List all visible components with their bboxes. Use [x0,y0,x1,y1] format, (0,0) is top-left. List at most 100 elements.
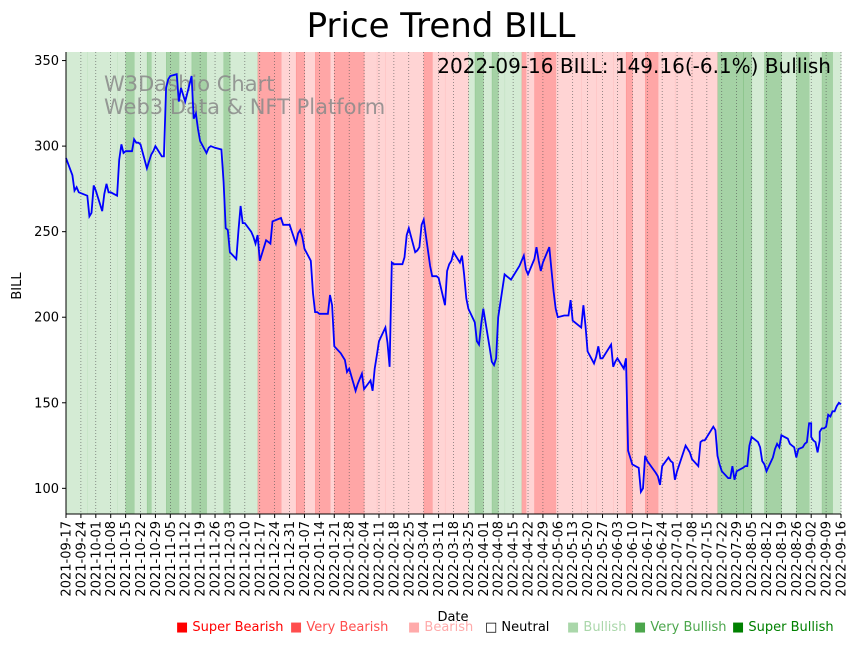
regime-band [304,52,316,514]
regime-band [281,52,297,514]
x-tick-label: 2022-08-26 [790,521,805,597]
regime-band [764,52,782,514]
regime-band [674,52,693,514]
regime-band [832,52,842,514]
legend-item: ■ Bearish [408,620,473,635]
regime-band [691,52,719,514]
regime-band [581,52,597,514]
legend-swatch-icon: ■ [634,620,651,635]
regime-band [191,52,208,514]
series-line-bill [65,73,842,495]
regime-band [125,52,135,514]
regime-band [821,52,833,514]
x-tick-label: 2022-05-27 [596,521,611,597]
regime-band [781,52,797,514]
x-axis-label: Date [437,610,468,625]
x-tick-label: 2022-06-10 [626,521,641,597]
x-tick-label: 2022-09-02 [805,521,820,597]
regime-bands [66,52,842,514]
legend-label: Bearish [424,620,474,635]
regime-band [295,52,305,514]
x-tick-label: 2022-01-28 [343,521,358,597]
y-axis-ticks: 100 150 200 250 300 350 [34,54,66,497]
regime-band [330,52,335,514]
x-tick-label: 2022-06-17 [641,521,656,597]
x-tick-label: 2022-04-22 [522,521,537,597]
x-axis-ticks: 2021-09-17 2021-09-24 2021-10-01 2021-10-08… [60,514,850,597]
legend-item: ■ Super Bullish [732,620,834,635]
x-tick-label: 2022-02-04 [358,521,373,597]
regime-band [376,52,386,514]
regime-band [625,52,633,514]
y-tick-label: 250 [34,225,59,240]
x-tick-label: 2021-10-15 [119,521,134,597]
x-tick-label: 2021-12-10 [238,521,253,597]
x-tick-label: 2021-10-08 [104,521,119,597]
x-tick-label: 2022-02-18 [387,521,402,597]
legend-label: Very Bullish [650,620,727,635]
regime-band [717,52,744,514]
x-tick-label: 2022-05-20 [581,521,596,597]
x-tick-label: 2022-01-21 [328,521,343,597]
x-tick-label: 2022-09-09 [820,521,835,597]
legend-swatch-icon: ■ [176,620,193,635]
regime-band [534,52,557,514]
regime-legend: ■ Super Bearish ■ Very Bearish ■ Bearish □ … [176,620,846,640]
x-tick-label: 2022-02-11 [373,521,388,597]
regime-band [257,52,282,514]
y-tick-label: 200 [34,311,59,326]
y-tick-label: 300 [34,140,59,155]
regime-band [743,52,753,514]
regime-band [423,52,433,514]
x-tick-label: 2021-10-29 [149,521,164,597]
regime-band [66,52,88,514]
x-tick-label: 2022-04-01 [477,521,492,597]
legend-swatch-icon: □ [485,620,502,635]
regime-band [525,52,535,514]
regime-band [315,52,331,514]
x-tick-label: 2022-05-13 [566,521,581,597]
regime-band [809,52,823,514]
y-tick-label: 350 [34,54,59,69]
legend-swatch-icon: ■ [732,620,749,635]
x-tick-label: 2021-10-01 [89,521,104,597]
regime-band [483,52,493,514]
x-tick-label: 2022-03-04 [417,521,432,597]
legend-swatch-icon: ■ [408,620,425,635]
legend-label: Neutral [501,620,550,635]
regime-band [117,52,127,514]
x-tick-label: 2022-09-16 [835,521,850,597]
regime-band [87,52,118,514]
y-tick-label: 100 [34,482,59,497]
regime-band [751,52,765,514]
x-tick-label: 2021-12-17 [253,521,268,597]
legend-label: Super Bearish [192,620,284,635]
regime-band [223,52,231,514]
regime-band [491,52,499,514]
legend-item: ■ Very Bullish [634,620,726,635]
regime-band [151,52,167,514]
regime-band [474,52,484,514]
watermark-line-2: Web3 Data & NFT Platform [104,95,385,119]
x-tick-label: 2021-11-26 [209,521,224,597]
x-tick-label: 2021-09-24 [74,521,89,597]
y-tick-label: 150 [34,396,59,411]
regime-band [146,52,152,514]
x-tick-label: 2022-07-15 [700,521,715,597]
x-tick-label: 2022-01-07 [298,521,313,597]
x-tick-label: 2022-05-06 [551,521,566,597]
x-tick-label: 2022-04-29 [536,521,551,597]
x-tick-label: 2021-12-31 [283,521,298,597]
x-tick-label: 2022-07-22 [715,521,730,597]
legend-label: Very Bearish [306,620,389,635]
x-tick-label: 2021-11-05 [164,521,179,597]
chart-title: Price Trend BILL [307,6,576,46]
regime-band [498,52,506,514]
x-tick-label: 2021-09-17 [60,521,75,597]
y-axis-label: BILL [10,272,25,300]
regime-band [521,52,527,514]
legend-item: ■ Bullish [567,620,626,635]
x-tick-label: 2022-07-29 [730,521,745,597]
regime-band [364,52,378,514]
